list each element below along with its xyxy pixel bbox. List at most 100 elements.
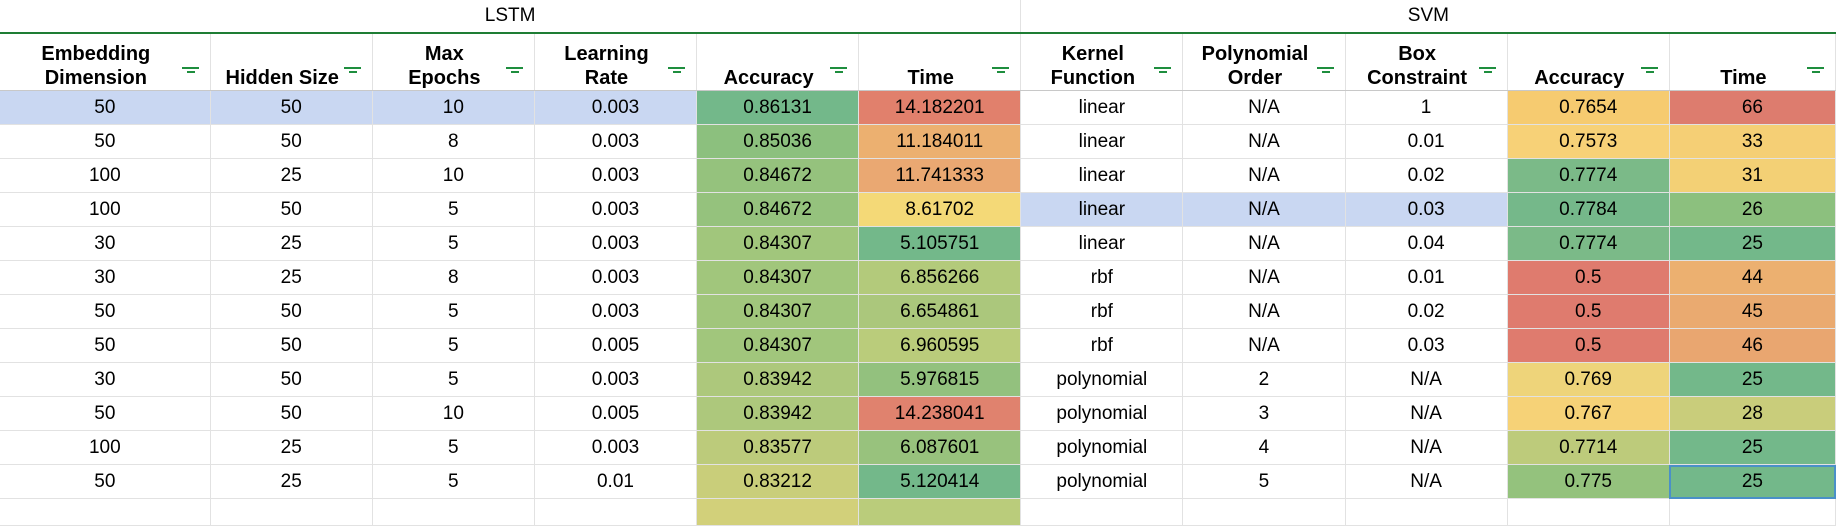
table-cell[interactable]: 0.003 bbox=[534, 158, 698, 193]
table-cell[interactable]: 8 bbox=[372, 124, 535, 159]
table-cell[interactable]: 0.84672 bbox=[696, 192, 860, 227]
table-cell[interactable]: 5 bbox=[372, 328, 535, 363]
table-cell[interactable]: 0.767 bbox=[1507, 396, 1670, 431]
table-cell[interactable]: 0.003 bbox=[534, 192, 698, 227]
table-cell[interactable]: linear bbox=[1020, 158, 1184, 193]
table-cell[interactable]: 5 bbox=[372, 464, 535, 499]
table-cell[interactable]: 8 bbox=[372, 260, 535, 295]
table-cell[interactable]: N/A bbox=[1345, 464, 1508, 499]
table-cell[interactable]: 5 bbox=[372, 192, 535, 227]
table-cell[interactable]: 46 bbox=[1669, 328, 1836, 363]
table-cell[interactable]: 0.769 bbox=[1507, 362, 1670, 397]
table-cell[interactable]: 50 bbox=[210, 328, 373, 363]
table-cell[interactable]: 0.02 bbox=[1345, 294, 1508, 329]
table-cell[interactable]: 5 bbox=[372, 294, 535, 329]
column-header-3[interactable]: Learning Rate bbox=[534, 33, 698, 91]
table-cell[interactable]: 25 bbox=[210, 260, 373, 295]
table-cell[interactable]: 0.84307 bbox=[696, 328, 860, 363]
filter-icon[interactable] bbox=[1315, 67, 1335, 81]
table-cell[interactable]: 25 bbox=[1669, 226, 1836, 261]
column-header-0[interactable]: Embedding Dimension bbox=[0, 33, 211, 91]
table-cell[interactable]: 30 bbox=[0, 226, 211, 261]
table-cell[interactable]: N/A bbox=[1182, 294, 1346, 329]
table-cell[interactable]: N/A bbox=[1182, 158, 1346, 193]
table-cell[interactable]: 5 bbox=[372, 226, 535, 261]
filter-icon[interactable] bbox=[1152, 67, 1172, 81]
filter-icon[interactable] bbox=[180, 67, 200, 81]
table-cell[interactable]: 30 bbox=[0, 260, 211, 295]
group-header-0[interactable]: LSTM bbox=[0, 0, 1022, 34]
table-cell[interactable]: 0.83577 bbox=[696, 430, 860, 465]
table-cell[interactable] bbox=[0, 498, 211, 526]
group-header-1[interactable]: SVM bbox=[1020, 0, 1836, 34]
table-cell[interactable]: 26 bbox=[1669, 192, 1836, 227]
table-cell[interactable]: 0.003 bbox=[534, 362, 698, 397]
table-cell[interactable]: 0.7774 bbox=[1507, 226, 1670, 261]
table-cell[interactable]: 25 bbox=[1669, 464, 1836, 499]
table-cell[interactable]: linear bbox=[1020, 90, 1184, 125]
table-cell[interactable]: polynomial bbox=[1020, 464, 1184, 499]
table-cell[interactable]: 0.84307 bbox=[696, 294, 860, 329]
table-cell[interactable]: polynomial bbox=[1020, 362, 1184, 397]
table-cell[interactable]: 50 bbox=[0, 90, 211, 125]
table-cell[interactable]: rbf bbox=[1020, 260, 1184, 295]
table-cell[interactable]: 6.856266 bbox=[858, 260, 1022, 295]
table-cell[interactable]: N/A bbox=[1182, 226, 1346, 261]
table-cell[interactable]: 0.005 bbox=[534, 396, 698, 431]
table-cell[interactable]: 100 bbox=[0, 430, 211, 465]
table-cell[interactable]: 11.741333 bbox=[858, 158, 1022, 193]
table-cell[interactable]: 44 bbox=[1669, 260, 1836, 295]
table-cell[interactable]: 33 bbox=[1669, 124, 1836, 159]
table-cell[interactable] bbox=[534, 498, 698, 526]
table-cell[interactable]: linear bbox=[1020, 192, 1184, 227]
table-cell[interactable]: 50 bbox=[210, 192, 373, 227]
table-cell[interactable]: 50 bbox=[0, 328, 211, 363]
table-cell[interactable]: 0.003 bbox=[534, 260, 698, 295]
filter-icon[interactable] bbox=[504, 67, 524, 81]
table-cell[interactable]: 0.01 bbox=[1345, 260, 1508, 295]
table-cell[interactable] bbox=[858, 498, 1022, 526]
table-cell[interactable]: 10 bbox=[372, 396, 535, 431]
table-cell[interactable]: 0.7714 bbox=[1507, 430, 1670, 465]
table-cell[interactable]: 0.003 bbox=[534, 294, 698, 329]
table-cell[interactable]: N/A bbox=[1182, 260, 1346, 295]
table-cell[interactable]: 6.960595 bbox=[858, 328, 1022, 363]
table-cell[interactable] bbox=[696, 498, 860, 526]
table-cell[interactable]: 0.03 bbox=[1345, 192, 1508, 227]
table-cell[interactable]: 2 bbox=[1182, 362, 1346, 397]
filter-icon[interactable] bbox=[990, 67, 1010, 81]
table-cell[interactable] bbox=[1020, 498, 1184, 526]
table-cell[interactable]: 0.7784 bbox=[1507, 192, 1670, 227]
table-cell[interactable]: 8.61702 bbox=[858, 192, 1022, 227]
table-cell[interactable]: 0.02 bbox=[1345, 158, 1508, 193]
table-cell[interactable]: 5.120414 bbox=[858, 464, 1022, 499]
table-cell[interactable]: 4 bbox=[1182, 430, 1346, 465]
filter-icon[interactable] bbox=[342, 67, 362, 81]
column-header-4[interactable]: Accuracy bbox=[696, 33, 860, 91]
table-cell[interactable]: 0.03 bbox=[1345, 328, 1508, 363]
column-header-6[interactable]: Kernel Function bbox=[1020, 33, 1184, 91]
table-cell[interactable]: 0.04 bbox=[1345, 226, 1508, 261]
table-cell[interactable]: 0.003 bbox=[534, 226, 698, 261]
table-cell[interactable]: 0.85036 bbox=[696, 124, 860, 159]
table-cell[interactable]: linear bbox=[1020, 124, 1184, 159]
table-cell[interactable]: rbf bbox=[1020, 328, 1184, 363]
table-cell[interactable]: 100 bbox=[0, 158, 211, 193]
table-cell[interactable]: 50 bbox=[210, 90, 373, 125]
filter-icon[interactable] bbox=[828, 67, 848, 81]
table-cell[interactable]: 5.976815 bbox=[858, 362, 1022, 397]
column-header-1[interactable]: Hidden Size bbox=[210, 33, 373, 91]
table-cell[interactable]: 0.84672 bbox=[696, 158, 860, 193]
table-cell[interactable]: 5 bbox=[372, 430, 535, 465]
filter-icon[interactable] bbox=[1477, 67, 1497, 81]
table-cell[interactable] bbox=[1182, 498, 1346, 526]
table-cell[interactable]: 50 bbox=[0, 396, 211, 431]
table-cell[interactable]: linear bbox=[1020, 226, 1184, 261]
table-cell[interactable]: 5 bbox=[372, 362, 535, 397]
table-cell[interactable]: N/A bbox=[1345, 396, 1508, 431]
table-cell[interactable]: 100 bbox=[0, 192, 211, 227]
table-cell[interactable]: 10 bbox=[372, 90, 535, 125]
filter-icon[interactable] bbox=[1805, 67, 1825, 81]
table-cell[interactable]: 25 bbox=[1669, 362, 1836, 397]
column-header-2[interactable]: Max Epochs bbox=[372, 33, 535, 91]
